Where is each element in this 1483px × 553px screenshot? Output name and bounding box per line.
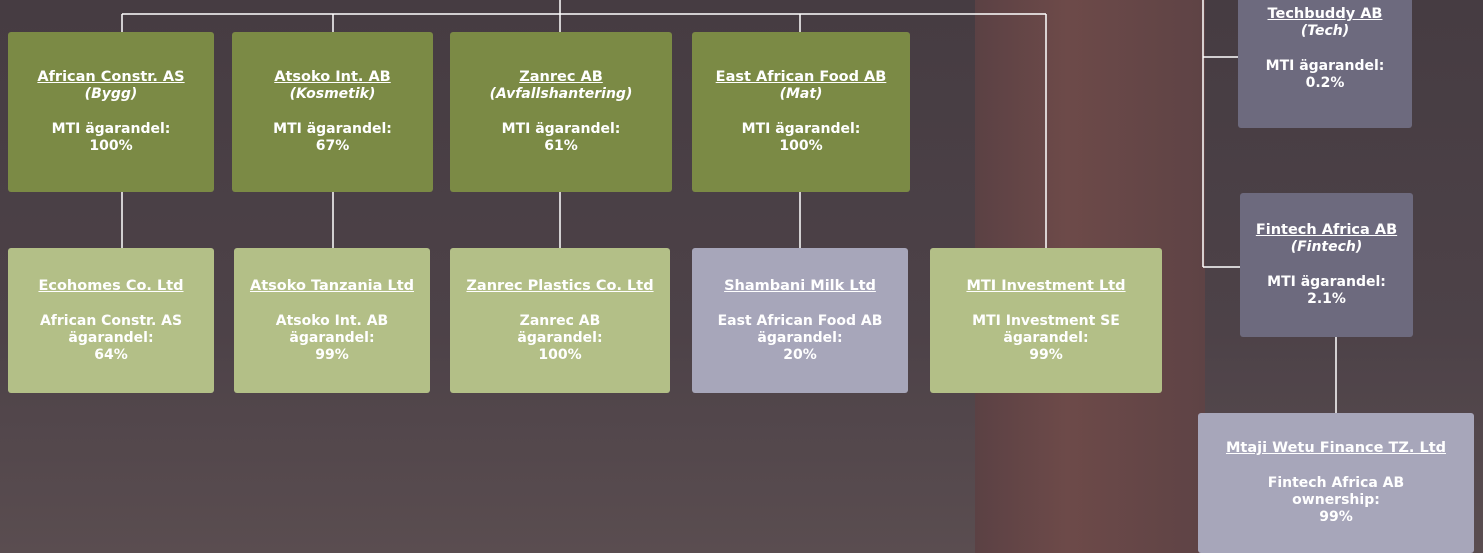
node-line: 0.2% (1238, 75, 1412, 92)
node-title: Shambani Milk Ltd (692, 278, 908, 295)
node-line: ägarandel: (450, 330, 670, 347)
node-title: East African Food AB (692, 69, 910, 86)
node-title: Atsoko Int. AB (232, 69, 433, 86)
node-line: ägarandel: (234, 330, 430, 347)
node-line: 99% (234, 347, 430, 364)
org-node: Zanrec AB(Avfallshantering) MTI ägarandel… (450, 32, 672, 192)
node-line: MTI ägarandel: (1240, 274, 1413, 291)
node-subtitle: (Fintech) (1240, 239, 1413, 256)
node-line: 20% (692, 347, 908, 364)
node-subtitle: (Avfallshantering) (450, 86, 672, 103)
org-node: Fintech Africa AB(Fintech) MTI ägarandel:… (1240, 193, 1413, 337)
node-line: MTI ägarandel: (1238, 58, 1412, 75)
node-line: 2.1% (1240, 291, 1413, 308)
org-node: East African Food AB(Mat) MTI ägarandel:1… (692, 32, 910, 192)
node-line: 67% (232, 138, 433, 155)
node-line: ägarandel: (692, 330, 908, 347)
node-line: 100% (692, 138, 910, 155)
org-node: Techbuddy AB(Tech) MTI ägarandel:0.2% (1238, 0, 1412, 128)
node-line: 100% (8, 138, 214, 155)
node-line: MTI Investment SE (930, 313, 1162, 330)
node-line: MTI ägarandel: (450, 121, 672, 138)
node-subtitle: (Mat) (692, 86, 910, 103)
node-line: East African Food AB (692, 313, 908, 330)
node-line: ownership: (1198, 492, 1474, 509)
node-title: Zanrec Plastics Co. Ltd (450, 278, 670, 295)
node-line: 99% (930, 347, 1162, 364)
node-subtitle: (Tech) (1238, 23, 1412, 40)
node-line: ägarandel: (930, 330, 1162, 347)
node-subtitle: (Bygg) (8, 86, 214, 103)
org-node: Atsoko Int. AB(Kosmetik) MTI ägarandel:67… (232, 32, 433, 192)
node-title: Fintech Africa AB (1240, 222, 1413, 239)
connector (122, 192, 800, 248)
node-line: MTI ägarandel: (232, 121, 433, 138)
page: African Constr. AS(Bygg)MTI ägarandel:10… (0, 0, 1483, 553)
node-title: Ecohomes Co. Ltd (8, 278, 214, 295)
org-node: Mtaji Wetu Finance TZ. Ltd Fintech Africa… (1198, 413, 1474, 553)
node-title: Techbuddy AB (1238, 6, 1412, 23)
node-title: Mtaji Wetu Finance TZ. Ltd (1198, 440, 1474, 457)
node-title: African Constr. AS (8, 69, 214, 86)
org-node: African Constr. AS(Bygg) MTI ägarandel:10… (8, 32, 214, 192)
node-title: MTI Investment Ltd (930, 278, 1162, 295)
node-line: MTI ägarandel: (692, 121, 910, 138)
node-line: Fintech Africa AB (1198, 475, 1474, 492)
node-line: African Constr. AS (8, 313, 214, 330)
node-line: 99% (1198, 509, 1474, 526)
node-line: 61% (450, 138, 672, 155)
node-line: ägarandel: (8, 330, 214, 347)
node-line: 64% (8, 347, 214, 364)
node-line: Atsoko Int. AB (234, 313, 430, 330)
node-line: MTI ägarandel: (8, 121, 214, 138)
node-title: Atsoko Tanzania Ltd (234, 278, 430, 295)
node-title: Zanrec AB (450, 69, 672, 86)
node-line: 100% (450, 347, 670, 364)
node-line: Zanrec AB (450, 313, 670, 330)
node-subtitle: (Kosmetik) (232, 86, 433, 103)
